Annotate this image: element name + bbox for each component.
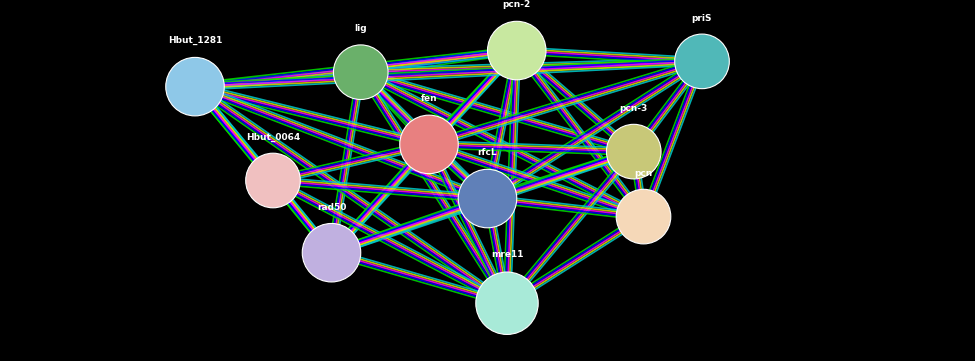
Text: rfcL: rfcL: [478, 148, 497, 157]
Ellipse shape: [333, 45, 388, 100]
Ellipse shape: [606, 124, 661, 179]
Ellipse shape: [675, 34, 729, 89]
Ellipse shape: [458, 169, 517, 228]
Ellipse shape: [302, 223, 361, 282]
Text: Hbut_0064: Hbut_0064: [246, 132, 300, 142]
Text: fen: fen: [420, 94, 438, 103]
Ellipse shape: [246, 153, 300, 208]
Ellipse shape: [400, 115, 458, 174]
Ellipse shape: [166, 57, 224, 116]
Text: pcn-3: pcn-3: [620, 104, 647, 113]
Text: Hbut_1281: Hbut_1281: [168, 36, 222, 45]
Text: rad50: rad50: [317, 203, 346, 212]
Ellipse shape: [616, 189, 671, 244]
Text: priS: priS: [691, 13, 713, 22]
Text: mre11: mre11: [490, 250, 524, 259]
Text: pcn-2: pcn-2: [503, 0, 530, 9]
Ellipse shape: [488, 21, 546, 80]
Ellipse shape: [476, 272, 538, 334]
Text: pcn: pcn: [635, 169, 652, 178]
Text: lig: lig: [355, 24, 367, 33]
